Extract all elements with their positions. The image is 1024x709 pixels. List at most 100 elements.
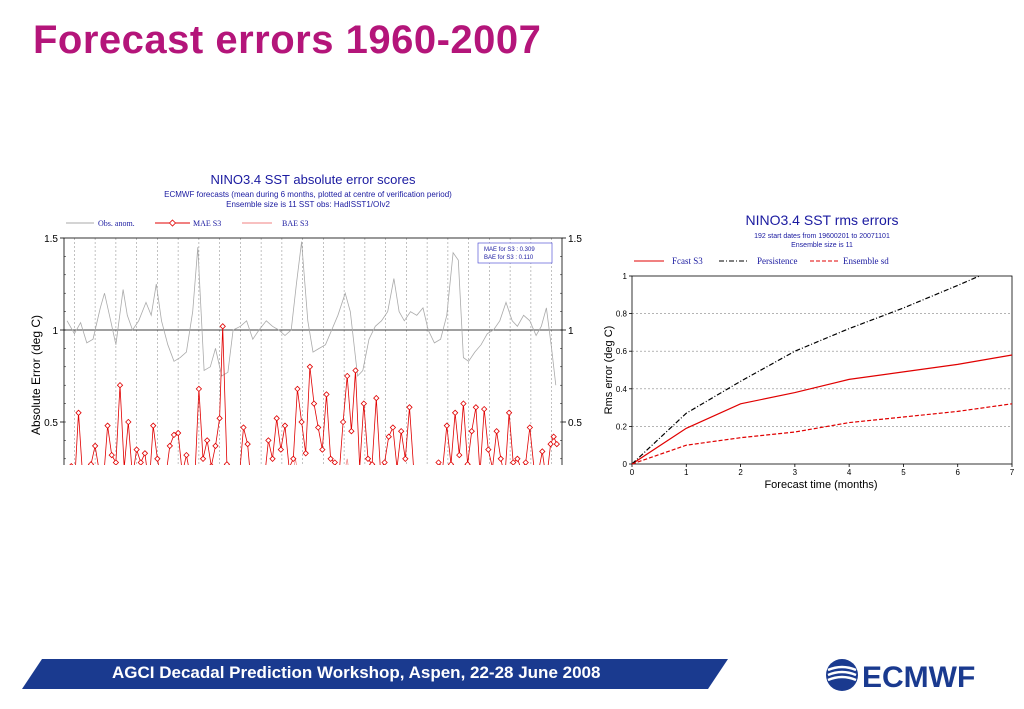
mae-s3-marker: [219, 323, 226, 330]
mae-s3-marker: [505, 409, 513, 416]
mae-s3-marker: [244, 440, 251, 448]
chart2-legend: Fcast S3 Persistence Ensemble sd: [634, 256, 889, 266]
mae-s3-marker: [269, 455, 276, 462]
persistence-line: [631, 275, 980, 465]
footer-bar: [22, 659, 728, 689]
mae-s3-marker: [112, 459, 120, 465]
chart1-ytick-label-right: 0.5: [568, 418, 582, 429]
chart2-title: NINO3.4 SST rms errors: [746, 212, 899, 228]
mae-s3-marker: [281, 422, 289, 429]
chart2-xtick-label: 6: [955, 468, 960, 477]
mae-s3-marker: [125, 418, 132, 426]
legend-ensemble-label: Ensemble sd: [843, 256, 889, 266]
ensemble-sd-line: [631, 403, 1013, 465]
obs-anom-line: [66, 241, 557, 386]
mae-s3-marker: [265, 437, 272, 444]
chart2-ytick-label: 0.6: [616, 347, 628, 356]
chart1-ytick-label-left: 0.5: [44, 418, 58, 429]
chart2-subtitle-2: Ensemble size is 11: [791, 242, 853, 249]
mae-s3-marker: [137, 459, 144, 465]
mae-s3-marker: [273, 415, 280, 422]
mae-s3-line: [75, 326, 558, 465]
legend-obs-label: Obs. anom.: [98, 219, 135, 228]
mae-s3-marker: [398, 428, 405, 435]
mae-s3-marker: [348, 428, 355, 435]
chart1-subtitle-2: Ensemble size is 11 SST obs: HadISST1/OI…: [226, 200, 390, 209]
mae-s3-marker: [368, 461, 376, 465]
mae-s3-marker: [195, 385, 203, 393]
mae-s3-marker: [302, 450, 309, 457]
chart2-xtick-label: 4: [847, 468, 852, 477]
mae-s3-marker: [435, 459, 442, 465]
mae-s3-marker: [306, 363, 314, 370]
footer-text: AGCI Decadal Prediction Workshop, Aspen,…: [112, 663, 601, 682]
mae-s3-marker: [216, 415, 223, 422]
mae-s3-marker: [294, 385, 301, 393]
mae-s3-marker: [550, 433, 557, 440]
chart1-ytick-label-right: 1: [568, 326, 574, 337]
mae-s3-marker: [212, 442, 219, 450]
mae-s3-marker: [456, 451, 463, 459]
mae-s3-marker: [460, 400, 467, 407]
mae-s3-marker: [133, 446, 140, 453]
mae-s3-marker: [497, 455, 504, 462]
ecmwf-logo-text: ECMWF: [862, 661, 975, 694]
mae-s3-marker: [69, 462, 74, 465]
mae-s3-marker: [443, 422, 451, 429]
chart2-subtitle-1: 192 start dates from 19600201 to 2007110…: [754, 233, 890, 240]
mae-s3-marker: [290, 455, 297, 462]
mae-s3-marker: [319, 446, 326, 453]
slide-title: Forecast errors 1960-2007: [33, 18, 542, 62]
ecmwf-logo-mark: [826, 659, 858, 691]
chart1-series: [66, 241, 560, 465]
fcast-s3-line: [631, 354, 1013, 465]
mae-s3-marker: [323, 391, 330, 398]
chart2-xtick-label: 7: [1010, 468, 1015, 477]
mae-s3-marker: [364, 455, 372, 462]
chart2-xlabel: Forecast time (months): [764, 479, 877, 491]
legend-mae-marker: [168, 219, 177, 227]
mae-s3-marker: [352, 367, 359, 374]
mae-s3-marker: [406, 404, 413, 411]
mae-s3-marker: [510, 459, 517, 465]
mae-s3-marker: [104, 422, 111, 429]
mae-s3-marker: [539, 448, 546, 455]
mae-s3-marker: [472, 404, 480, 411]
chart2-ytick-label: 0.2: [616, 422, 628, 431]
chart1-frame: [63, 237, 563, 465]
mae-s3-marker: [209, 462, 214, 465]
mae-s3-marker: [87, 461, 95, 465]
chart1-stats-mae: MAE for S3 : 0.309: [484, 247, 535, 253]
chart1-axes: 000.50.5111.51.5196119631965196719691971…: [44, 234, 582, 465]
legend-fcast-label: Fcast S3: [672, 256, 703, 266]
mae-s3-marker: [360, 400, 368, 407]
mae-s3-marker: [381, 459, 388, 465]
mae-s3-marker: [315, 424, 322, 431]
mae-s3-marker: [526, 424, 534, 431]
mae-s3-marker: [464, 461, 471, 465]
mae-s3-marker: [344, 372, 351, 380]
mae-s3-marker: [522, 459, 529, 465]
mae-s3-marker: [493, 428, 500, 435]
legend-persistence-label: Persistence: [757, 256, 798, 266]
mae-s3-marker: [108, 451, 115, 459]
chart1-stats-box: [477, 242, 553, 264]
mae-s3-marker: [204, 437, 211, 444]
chart2-xtick-label: 1: [684, 468, 689, 477]
mae-s3-marker: [183, 451, 190, 459]
mae-s3-marker: [240, 424, 247, 431]
chart2-ytick-label: 0.4: [616, 385, 628, 394]
mae-s3-marker: [327, 455, 334, 462]
mae-s3-marker: [170, 431, 178, 439]
chart2-frame: [631, 275, 1013, 465]
mae-s3-marker: [174, 429, 182, 437]
chart1-ytick-label-right: 1.5: [568, 234, 582, 245]
mae-s3-marker: [481, 405, 488, 413]
mae-s3-marker: [154, 455, 161, 462]
rms-error-chart: NINO3.4 SST rms errors 192 start dates f…: [603, 212, 1015, 491]
mae-s3-marker: [485, 446, 492, 453]
chart2-xtick-label: 3: [793, 468, 798, 477]
chart2-grid: [632, 313, 1012, 427]
mae-s3-marker: [223, 461, 231, 465]
mae-s3-marker: [75, 409, 82, 416]
